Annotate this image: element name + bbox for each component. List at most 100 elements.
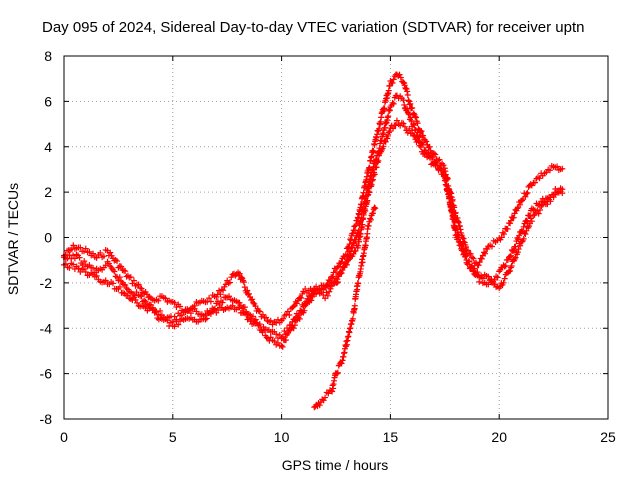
- data-point: [280, 315, 287, 322]
- data-point: [202, 311, 209, 318]
- data-point: [478, 274, 485, 281]
- data-point: [243, 311, 250, 318]
- data-point: [469, 254, 475, 261]
- data-point: [80, 265, 87, 272]
- data-point: [554, 163, 561, 170]
- data-point: [559, 165, 566, 172]
- data-point: [485, 281, 492, 288]
- data-point: [550, 191, 557, 198]
- data-point: [284, 308, 291, 315]
- data-point: [373, 164, 380, 171]
- data-point: [288, 322, 295, 329]
- data-point: [449, 209, 456, 216]
- data-point: [328, 279, 335, 286]
- data-point: [504, 225, 511, 232]
- data-point: [333, 370, 340, 377]
- data-point: [527, 181, 534, 188]
- y-tick-label: 8: [44, 48, 52, 64]
- data-point: [413, 114, 420, 121]
- data-point: [515, 246, 522, 253]
- data-point: [118, 263, 125, 270]
- data-point: [250, 299, 257, 306]
- data-point: [278, 342, 285, 349]
- data-point: [432, 151, 439, 158]
- data-point: [339, 264, 346, 271]
- data-point: [218, 286, 225, 293]
- data-point: [217, 291, 224, 298]
- data-point: [514, 249, 521, 256]
- data-point: [143, 291, 150, 298]
- data-point: [480, 249, 487, 256]
- data-point: [236, 270, 243, 277]
- data-point: [406, 101, 413, 108]
- data-point: [236, 304, 243, 311]
- data-point: [335, 263, 342, 270]
- data-point: [355, 242, 362, 249]
- data-point: [167, 319, 174, 326]
- data-point: [524, 189, 531, 196]
- data-point: [155, 297, 162, 304]
- data-point: [337, 271, 344, 278]
- data-point: [423, 138, 430, 145]
- data-point: [409, 104, 416, 111]
- data-point: [141, 290, 148, 297]
- data-point: [120, 267, 127, 274]
- data-point: [343, 261, 350, 268]
- data-point: [122, 268, 129, 275]
- data-point: [93, 254, 100, 261]
- data-point: [390, 125, 397, 132]
- data-point: [410, 131, 417, 138]
- data-point: [238, 274, 245, 281]
- data-point: [70, 261, 77, 268]
- data-point: [488, 243, 495, 250]
- data-point: [507, 268, 514, 274]
- data-point: [112, 273, 119, 280]
- data-point: [517, 242, 524, 249]
- data-point: [464, 261, 471, 268]
- data-point: [522, 193, 529, 200]
- data-point: [222, 281, 229, 288]
- series-4: [311, 204, 379, 411]
- data-point: [198, 316, 205, 323]
- data-point: [338, 258, 345, 265]
- data-point: [420, 132, 427, 139]
- data-point: [334, 264, 341, 271]
- data-point: [86, 248, 93, 255]
- data-point: [70, 242, 77, 249]
- x-tick-label: 5: [169, 429, 177, 445]
- data-point: [364, 197, 371, 204]
- data-point: [247, 312, 254, 319]
- data-point: [276, 331, 283, 338]
- data-point: [484, 246, 491, 253]
- data-point: [141, 297, 148, 304]
- data-point: [177, 303, 184, 310]
- data-point: [541, 198, 548, 205]
- data-point: [365, 188, 372, 195]
- data-point: [267, 317, 274, 324]
- data-point: [308, 291, 315, 298]
- data-point: [316, 402, 323, 409]
- data-point: [302, 285, 309, 292]
- data-point: [385, 129, 392, 136]
- data-point: [457, 239, 464, 246]
- data-point: [520, 223, 527, 230]
- data-point: [400, 120, 407, 127]
- data-point: [510, 214, 517, 221]
- data-point: [523, 190, 530, 197]
- data-point: [107, 249, 114, 256]
- data-point: [536, 201, 543, 208]
- data-point: [175, 321, 182, 328]
- data-point: [371, 204, 378, 211]
- data-point: [282, 331, 289, 338]
- data-point: [116, 274, 123, 281]
- data-point: [245, 290, 252, 297]
- data-point: [455, 234, 462, 241]
- data-point: [412, 113, 419, 120]
- data-point: [440, 162, 447, 169]
- data-point: [203, 315, 210, 322]
- data-point: [186, 307, 193, 314]
- data-point: [476, 278, 483, 285]
- data-point: [436, 156, 443, 163]
- data-point: [285, 327, 292, 334]
- data-point: [307, 293, 314, 300]
